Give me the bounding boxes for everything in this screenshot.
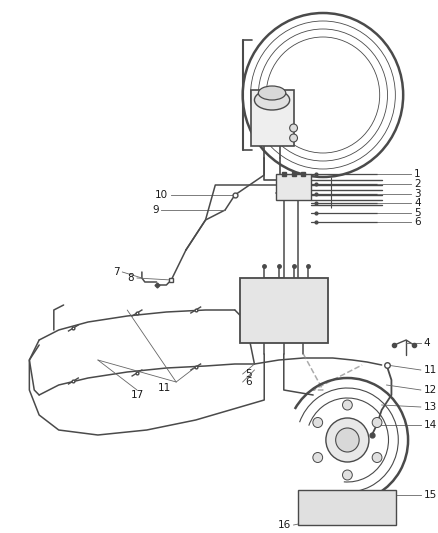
Bar bbox=[240, 278, 328, 343]
Circle shape bbox=[313, 453, 323, 463]
Text: 2: 2 bbox=[414, 179, 420, 189]
Circle shape bbox=[343, 470, 352, 480]
Text: 13: 13 bbox=[424, 402, 437, 412]
Text: 3: 3 bbox=[414, 189, 420, 199]
Circle shape bbox=[336, 428, 359, 452]
Text: 11: 11 bbox=[424, 365, 437, 375]
FancyBboxPatch shape bbox=[251, 90, 293, 146]
Text: 11: 11 bbox=[158, 383, 171, 393]
Text: 5: 5 bbox=[246, 369, 252, 379]
Circle shape bbox=[290, 134, 297, 142]
Text: 6: 6 bbox=[414, 217, 420, 227]
Text: 4: 4 bbox=[414, 198, 420, 208]
Ellipse shape bbox=[258, 86, 286, 100]
Text: 4: 4 bbox=[424, 338, 431, 348]
Bar bbox=[298, 490, 396, 525]
Text: 1: 1 bbox=[414, 169, 420, 179]
Circle shape bbox=[372, 453, 382, 463]
Text: 6: 6 bbox=[246, 377, 252, 387]
Text: 12: 12 bbox=[424, 385, 437, 395]
Ellipse shape bbox=[254, 90, 290, 110]
Text: 5: 5 bbox=[414, 208, 420, 218]
Text: 17: 17 bbox=[131, 390, 144, 400]
Circle shape bbox=[343, 400, 352, 410]
Circle shape bbox=[326, 418, 369, 462]
Text: 8: 8 bbox=[127, 273, 134, 283]
Circle shape bbox=[372, 417, 382, 427]
Text: 10: 10 bbox=[155, 190, 168, 200]
Text: 15: 15 bbox=[424, 490, 437, 500]
Circle shape bbox=[290, 124, 297, 132]
Circle shape bbox=[313, 417, 323, 427]
Text: 16: 16 bbox=[277, 520, 291, 530]
Text: 14: 14 bbox=[424, 420, 437, 430]
Text: 7: 7 bbox=[113, 267, 120, 277]
Text: 9: 9 bbox=[152, 205, 159, 215]
Bar bbox=[276, 174, 311, 200]
